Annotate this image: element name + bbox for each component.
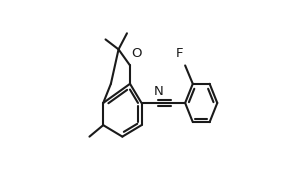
Text: F: F	[176, 47, 184, 60]
Text: O: O	[132, 47, 142, 60]
Text: N: N	[154, 85, 163, 98]
